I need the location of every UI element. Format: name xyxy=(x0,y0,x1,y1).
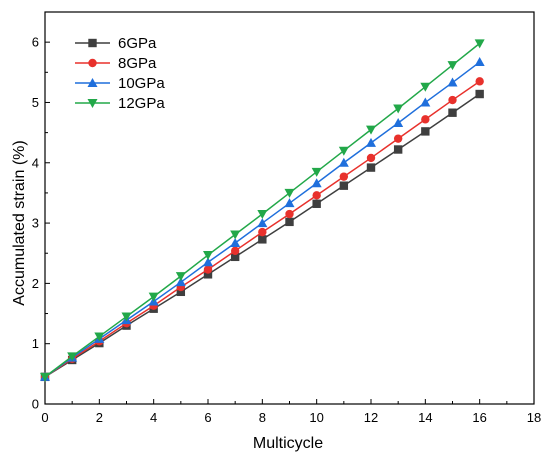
data-point-12gpa xyxy=(447,61,458,71)
data-point-8gpa xyxy=(421,115,430,124)
legend-item-6gpa: 6GPa xyxy=(75,35,157,52)
x-tick-label: 12 xyxy=(364,410,378,425)
data-point-12gpa xyxy=(230,230,241,240)
series-layer xyxy=(40,39,485,382)
legend-marker-6gpa xyxy=(88,38,97,48)
data-point-6gpa xyxy=(421,127,430,136)
y-tick-label: 4 xyxy=(32,155,39,170)
legend-label-10gpa: 10GPa xyxy=(118,75,165,92)
x-tick-label: 10 xyxy=(309,410,323,425)
data-point-8gpa xyxy=(366,153,376,163)
legend-label-6gpa: 6GPa xyxy=(118,35,157,52)
legend: 6GPa 8GPa 10GPa 12GPa xyxy=(75,35,165,112)
x-tick-label: 2 xyxy=(96,410,103,425)
data-point-10gpa xyxy=(420,97,431,107)
data-point-6gpa xyxy=(285,217,294,227)
data-point-12gpa xyxy=(284,188,295,198)
y-axis: 0 1 2 3 4 5 6 xyxy=(32,11,50,412)
data-point-10gpa xyxy=(311,178,322,188)
data-point-12gpa xyxy=(474,39,485,49)
y-tick-label: 3 xyxy=(32,216,39,231)
data-point-6gpa xyxy=(203,270,213,279)
data-point-6gpa xyxy=(448,108,457,117)
data-point-12gpa xyxy=(420,82,431,92)
data-point-8gpa xyxy=(285,209,294,219)
data-point-10gpa xyxy=(338,157,349,167)
data-point-8gpa xyxy=(203,265,213,274)
x-axis: 0 2 4 6 8 10 12 14 16 18 xyxy=(41,399,541,425)
data-point-6gpa xyxy=(475,89,484,99)
data-point-6gpa xyxy=(312,199,321,208)
legend-label-8gpa: 8GPa xyxy=(118,55,157,72)
data-point-6gpa xyxy=(258,235,267,244)
y-tick-label: 2 xyxy=(32,276,39,291)
x-tick-label: 8 xyxy=(259,410,266,425)
data-point-12gpa xyxy=(393,104,404,114)
x-tick-label: 0 xyxy=(41,410,48,425)
data-point-8gpa xyxy=(312,191,321,200)
data-point-8gpa xyxy=(448,95,457,105)
data-point-6gpa xyxy=(393,145,403,154)
data-point-10gpa xyxy=(230,237,241,247)
data-point-8gpa xyxy=(393,134,403,143)
y-tick-label: 6 xyxy=(32,35,39,50)
x-tick-label: 16 xyxy=(472,410,486,425)
legend-item-10gpa: 10GPa xyxy=(75,75,165,92)
data-point-10gpa xyxy=(474,57,485,67)
y-axis-title: Accumulated strain (%) xyxy=(11,140,28,305)
legend-marker-12gpa xyxy=(87,99,98,108)
legend-item-12gpa: 12GPa xyxy=(75,95,165,112)
data-point-6gpa xyxy=(176,287,186,297)
series-12gpa xyxy=(40,39,485,382)
x-tick-label: 6 xyxy=(204,410,211,425)
data-point-8gpa xyxy=(230,246,240,256)
y-tick-label: 5 xyxy=(32,95,39,110)
legend-item-8gpa: 8GPa xyxy=(75,55,157,72)
data-point-10gpa xyxy=(447,77,458,87)
data-point-6gpa xyxy=(339,181,349,190)
x-tick-label: 4 xyxy=(150,410,157,425)
data-point-12gpa xyxy=(94,332,105,342)
data-point-8gpa xyxy=(339,172,349,181)
data-point-6gpa xyxy=(366,163,376,172)
data-point-12gpa xyxy=(40,372,50,382)
data-point-12gpa xyxy=(175,272,186,282)
data-point-12gpa xyxy=(366,125,376,135)
x-tick-label: 14 xyxy=(418,410,432,425)
y-tick-label: 1 xyxy=(32,336,39,351)
legend-marker-8gpa xyxy=(88,58,97,68)
x-tick-label: 18 xyxy=(527,410,541,425)
data-point-12gpa xyxy=(257,210,268,220)
data-point-12gpa xyxy=(121,312,132,322)
data-point-10gpa xyxy=(393,117,404,127)
data-point-10gpa xyxy=(284,198,295,208)
x-axis-title: Multicycle xyxy=(253,435,323,452)
data-point-10gpa xyxy=(366,137,376,147)
data-point-12gpa xyxy=(203,251,213,261)
series-8gpa xyxy=(40,77,484,382)
data-point-10gpa xyxy=(175,277,186,287)
data-point-12gpa xyxy=(338,146,349,156)
data-point-12gpa xyxy=(311,167,322,177)
y-tick-label: 0 xyxy=(32,397,39,412)
data-point-10gpa xyxy=(203,257,213,267)
legend-label-12gpa: 12GPa xyxy=(118,95,165,112)
data-point-10gpa xyxy=(257,218,268,228)
data-point-12gpa xyxy=(148,292,159,302)
data-point-12gpa xyxy=(67,352,78,362)
legend-marker-10gpa xyxy=(87,78,98,87)
data-point-6gpa xyxy=(230,252,240,262)
data-point-8gpa xyxy=(258,227,267,237)
data-point-8gpa xyxy=(475,77,484,86)
